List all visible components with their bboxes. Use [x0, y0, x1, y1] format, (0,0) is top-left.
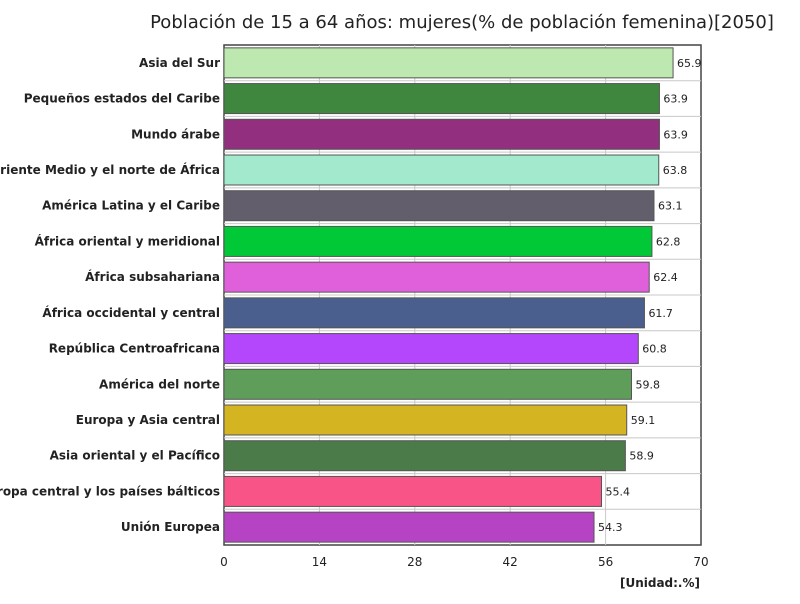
- value-label: 59.1: [631, 414, 656, 427]
- value-label: 54.3: [598, 521, 623, 534]
- value-label: 62.8: [656, 235, 681, 248]
- category-label: Europa central y los países bálticos: [0, 484, 220, 498]
- x-tick-label: 56: [598, 555, 613, 569]
- category-label: Unión Europea: [121, 520, 220, 534]
- value-label: 55.4: [606, 485, 631, 498]
- value-label: 62.4: [653, 271, 678, 284]
- bar: [223, 440, 626, 472]
- category-label: Mundo árabe: [131, 127, 220, 141]
- bar: [223, 297, 645, 329]
- bar: [223, 190, 655, 222]
- bar: [223, 261, 650, 293]
- bar: [223, 47, 674, 79]
- bar: [223, 333, 639, 365]
- x-tick-label: 0: [220, 555, 228, 569]
- chart-title: Población de 15 a 64 años: mujeres(% de …: [150, 12, 774, 33]
- x-tick-label: 28: [407, 555, 422, 569]
- x-tick-label: 42: [503, 555, 518, 569]
- x-tick-label: 14: [312, 555, 327, 569]
- bar: [223, 368, 632, 400]
- value-label: 58.9: [629, 450, 654, 463]
- bar: [223, 154, 660, 186]
- category-label: América Latina y el Caribe: [42, 199, 220, 213]
- value-label: 63.8: [663, 164, 688, 177]
- bar: [223, 511, 595, 543]
- category-label: Oriente Medio y el norte de África: [0, 162, 220, 177]
- category-label: Asia del Sur: [139, 56, 220, 70]
- value-label: 65.9: [677, 57, 702, 70]
- category-label: África oriental y meridional: [35, 233, 220, 248]
- value-label: 63.1: [658, 200, 683, 213]
- bar: [223, 118, 660, 150]
- bar: [223, 404, 628, 436]
- category-label: América del norte: [99, 377, 220, 391]
- value-label: 59.8: [635, 378, 660, 391]
- bar: [223, 475, 603, 507]
- category-label: África subsahariana: [85, 269, 220, 284]
- x-tick-label: 70: [693, 555, 708, 569]
- category-label: República Centroafricana: [49, 342, 220, 356]
- category-label: Asia oriental y el Pacífico: [50, 449, 220, 463]
- value-label: 63.9: [663, 93, 688, 106]
- bar: [223, 225, 653, 257]
- value-label: 60.8: [642, 343, 667, 356]
- bar: [223, 83, 660, 115]
- value-label: 61.7: [648, 307, 673, 320]
- category-label: Pequeños estados del Caribe: [24, 92, 220, 106]
- unit-label: [Unidad:.%]: [619, 576, 700, 590]
- category-label: Europa y Asia central: [76, 413, 220, 427]
- value-label: 63.9: [663, 128, 688, 141]
- category-label: África occidental y central: [42, 305, 220, 320]
